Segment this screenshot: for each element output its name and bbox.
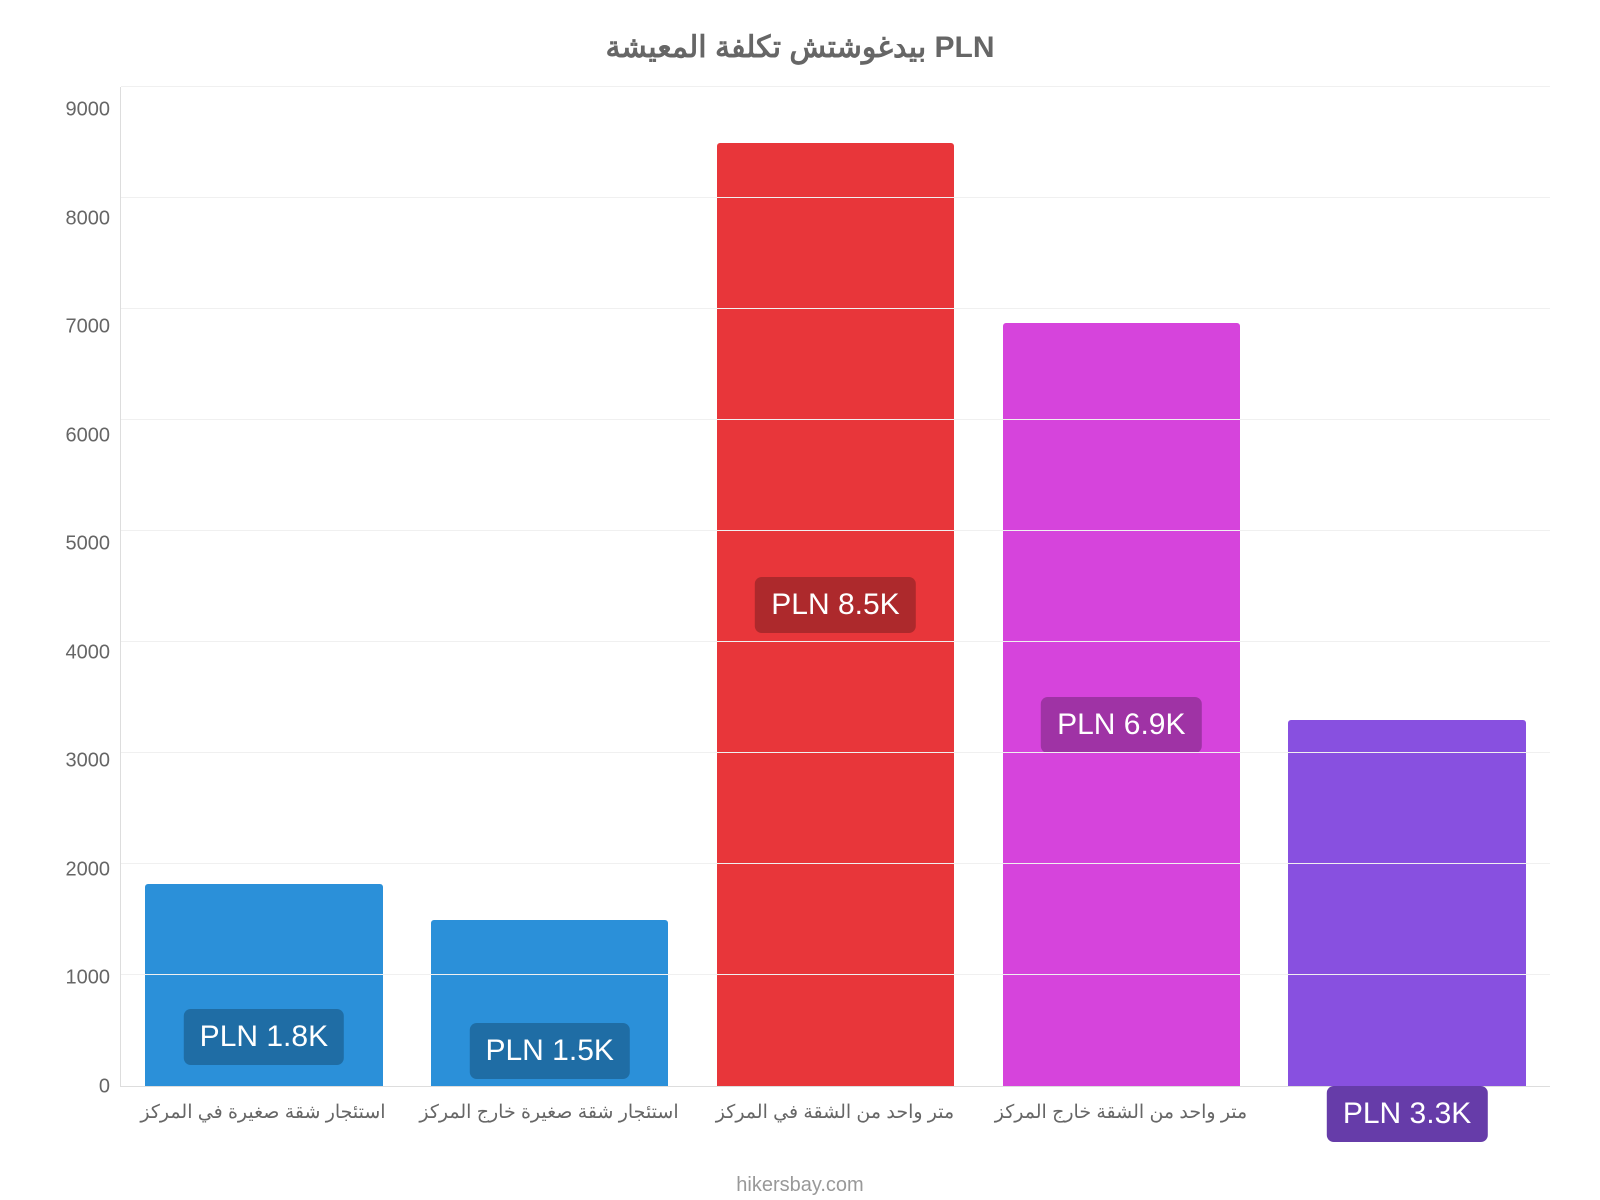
gridline [121,308,1550,309]
gridline [121,86,1550,87]
bar-slot: PLN 6.9K [978,87,1264,1086]
plot-area: PLN 1.8K PLN 1.5K PLN 8.5K PLN 6.9K PLN 3.3K [120,87,1550,1087]
y-tick: 0 [99,1075,110,1098]
bar: PLN 3.3K [1288,720,1525,1086]
bar-value-label: PLN 1.5K [469,1023,629,1079]
y-tick: 3000 [66,750,111,773]
bar-slot: PLN 3.3K [1264,87,1550,1086]
y-tick: 1000 [66,967,111,990]
bar-value-label: PLN 8.5K [755,577,915,633]
bar: PLN 1.5K [431,920,668,1087]
x-tick: متر واحد من الشقة في المركز [692,1101,978,1124]
gridline [121,752,1550,753]
bar-value-label: PLN 3.3K [1327,1086,1487,1142]
y-tick: 9000 [66,99,111,122]
bar: PLN 8.5K [717,143,954,1087]
bar-value-label: PLN 6.9K [1041,697,1201,753]
chart-title: بيدغوشتش تكلفة المعيشة PLN [50,30,1550,65]
bar: PLN 6.9K [1003,323,1240,1086]
gridline [121,530,1550,531]
y-tick: 7000 [66,316,111,339]
gridline [121,641,1550,642]
bar-slot: PLN 8.5K [693,87,979,1086]
gridline [121,974,1550,975]
bar-slot: PLN 1.8K [121,87,407,1086]
x-tick: استئجار شقة صغيرة في المركز [120,1101,406,1124]
gridline [121,197,1550,198]
footer-attribution: hikersbay.com [50,1174,1550,1197]
y-tick: 8000 [66,207,111,230]
gridline [121,419,1550,420]
x-tick: متر واحد من الشقة خارج المركز [978,1101,1264,1124]
chart-area: 9000800070006000500040003000200010000 PL… [50,87,1550,1087]
bar: PLN 1.8K [145,884,382,1086]
bar-slot: PLN 1.5K [407,87,693,1086]
gridline [121,863,1550,864]
y-tick: 5000 [66,533,111,556]
x-tick: استئجار شقة صغيرة خارج المركز [406,1101,692,1124]
y-tick: 6000 [66,424,111,447]
y-axis: 9000800070006000500040003000200010000 [50,87,120,1087]
y-tick: 2000 [66,858,111,881]
bars-container: PLN 1.8K PLN 1.5K PLN 8.5K PLN 6.9K PLN 3.3K [121,87,1550,1086]
y-tick: 4000 [66,641,111,664]
bar-value-label: PLN 1.8K [184,1009,344,1065]
